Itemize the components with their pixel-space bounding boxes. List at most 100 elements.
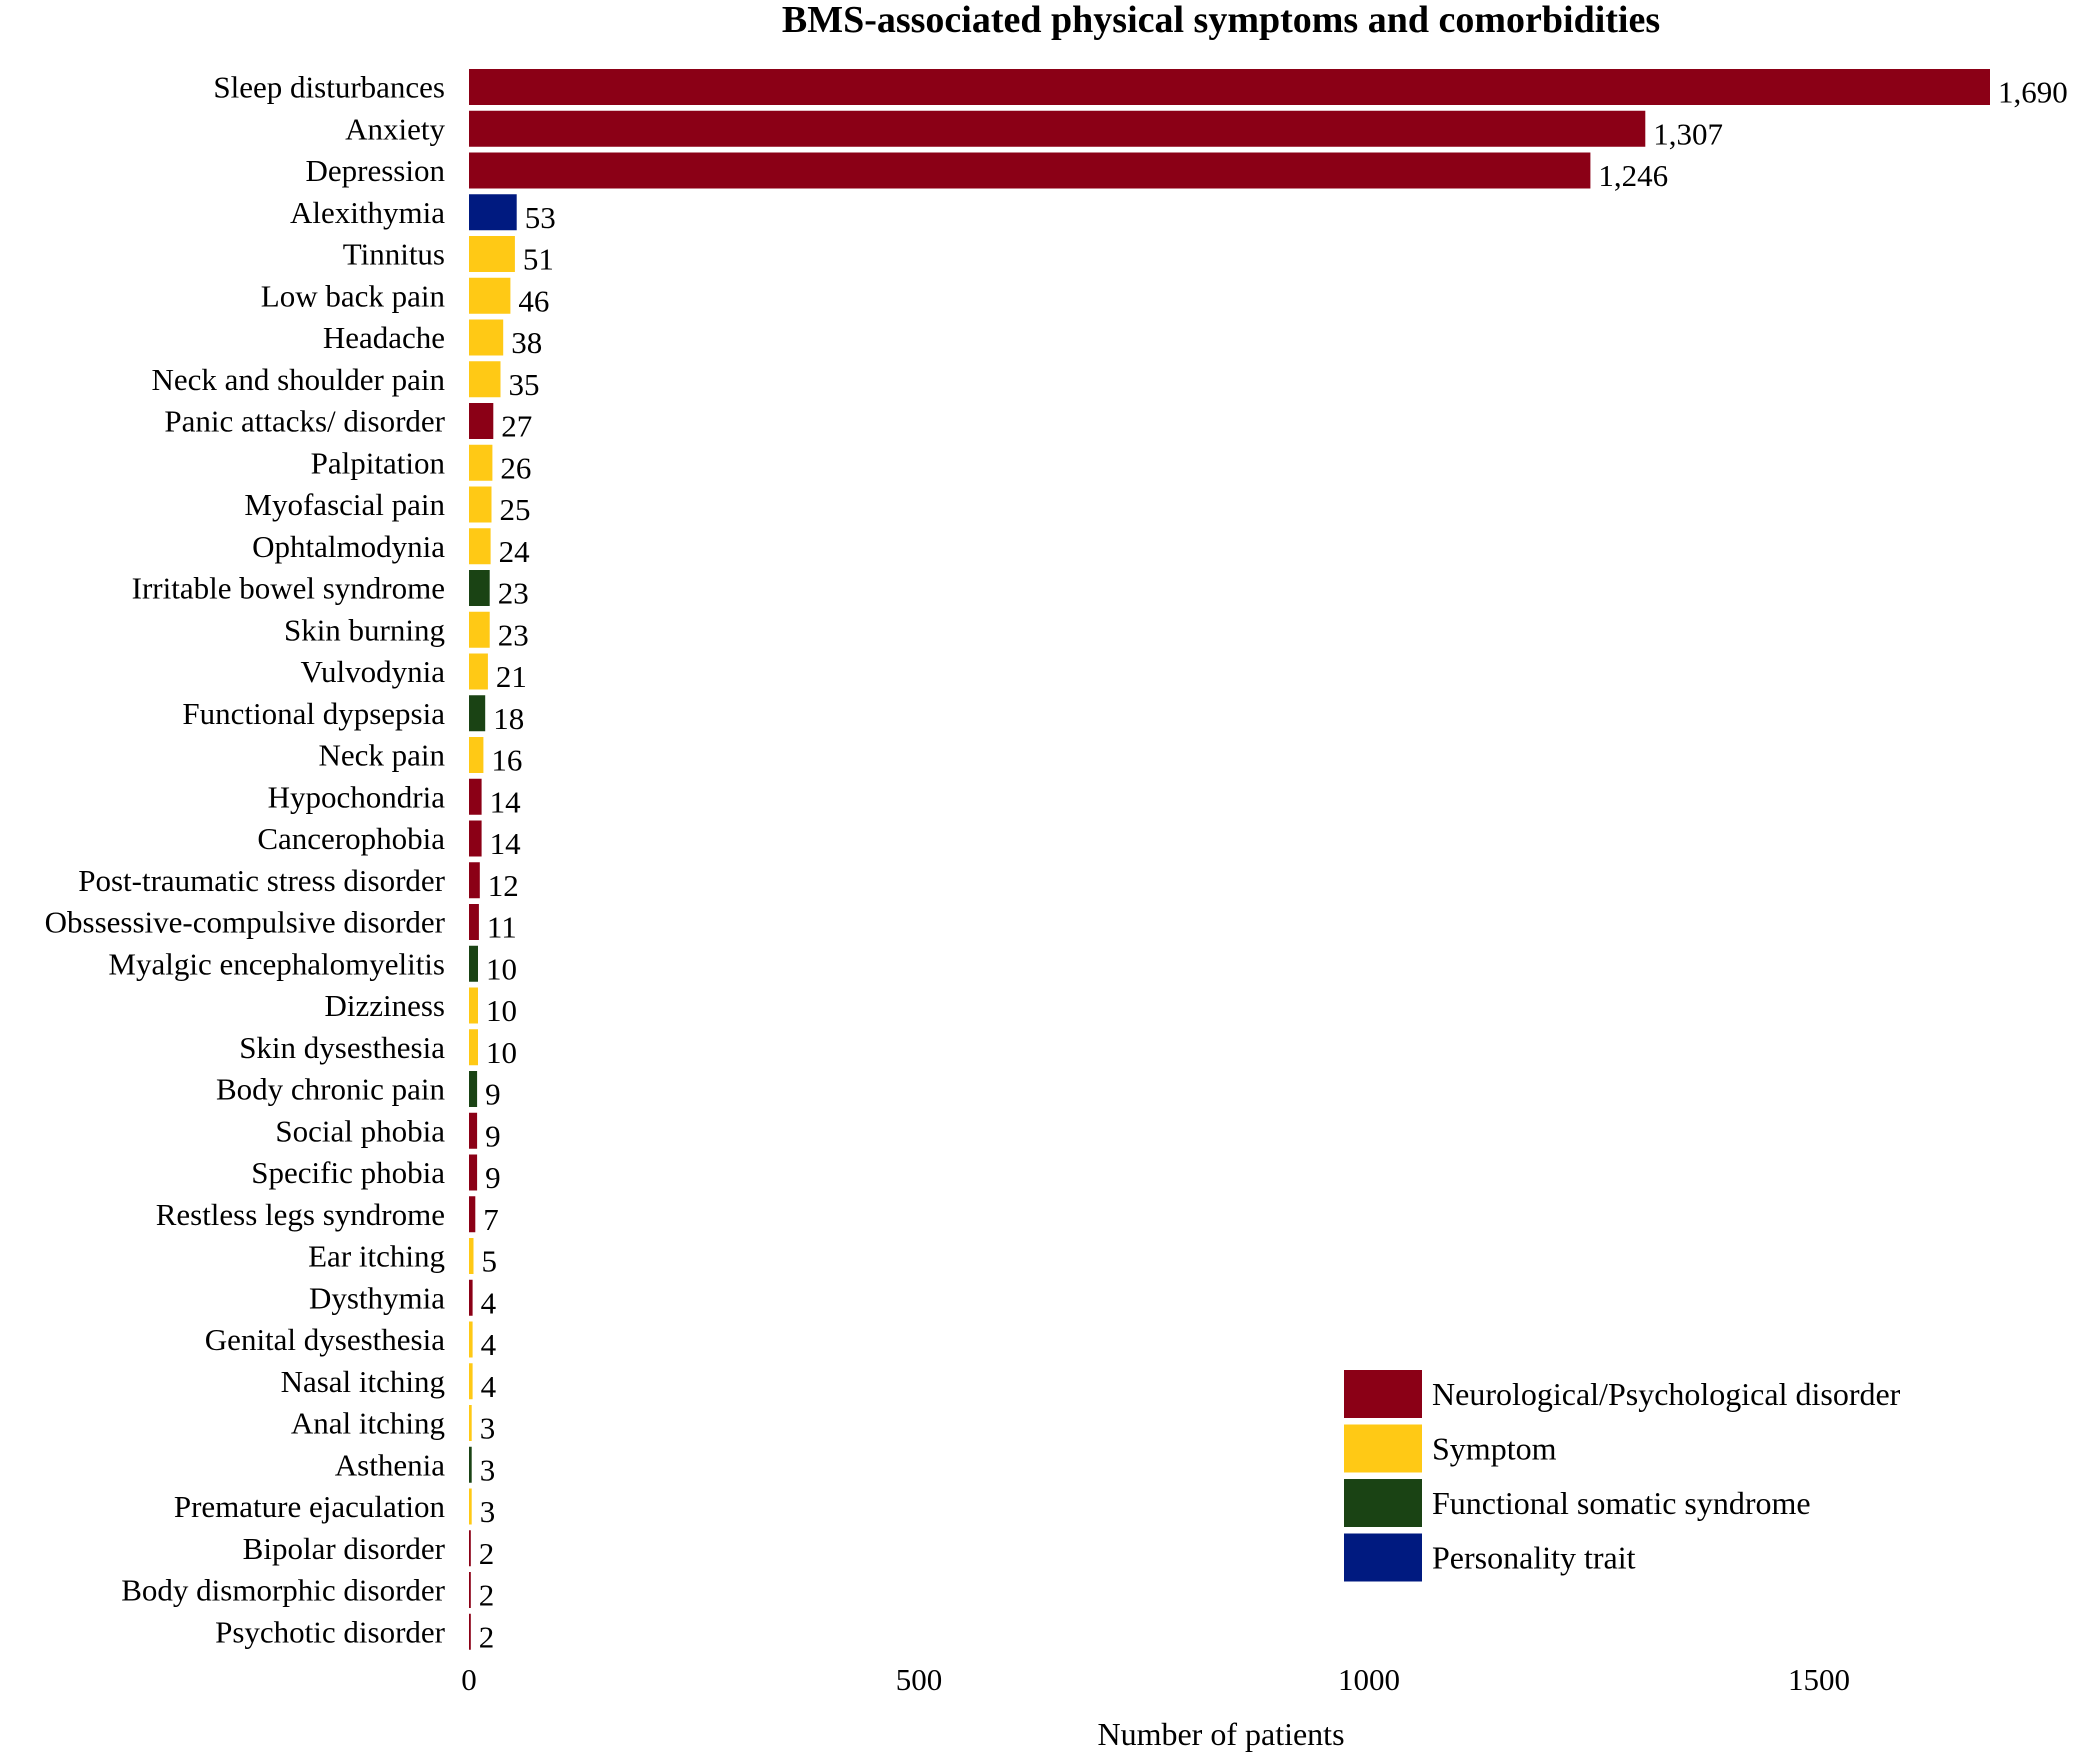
category-label: Genital dysesthesia	[205, 1322, 445, 1357]
bar	[469, 110, 1646, 147]
category-label: Body dismorphic disorder	[121, 1573, 445, 1608]
category-label: Sleep disturbances	[213, 70, 445, 105]
bar	[469, 361, 501, 398]
value-labels: 1,6901,3071,2465351463835272625242323211…	[479, 75, 2068, 1655]
category-label: Hypochondria	[268, 779, 446, 814]
category-label: Tinnitus	[343, 237, 445, 272]
legend-label: Personality trait	[1432, 1540, 1636, 1576]
category-label: Bipolar disorder	[243, 1531, 446, 1566]
category-label: Nasal itching	[281, 1364, 445, 1399]
bar	[469, 403, 494, 439]
x-tick-label: 1000	[1338, 1662, 1400, 1697]
value-label: 27	[501, 409, 532, 444]
value-label: 7	[483, 1202, 499, 1237]
value-label: 51	[523, 242, 554, 277]
category-label: Alexithymia	[290, 195, 445, 230]
value-label: 2	[479, 1619, 495, 1654]
value-label: 2	[479, 1578, 495, 1613]
category-label: Myalgic encephalomyelitis	[108, 946, 445, 981]
bar	[469, 778, 482, 815]
bar	[469, 653, 488, 690]
bar	[469, 945, 478, 982]
category-label: Skin dysesthesia	[239, 1030, 445, 1065]
category-label: Dizziness	[324, 988, 445, 1023]
value-label: 3	[480, 1411, 496, 1446]
bar	[469, 987, 478, 1024]
value-label: 1,307	[1653, 116, 1723, 151]
bar	[469, 695, 486, 732]
category-label: Neck pain	[318, 738, 445, 773]
bar	[469, 1488, 472, 1525]
legend-swatch	[1344, 1533, 1422, 1582]
value-label: 25	[500, 492, 531, 527]
bar	[469, 277, 511, 314]
value-label: 4	[481, 1369, 497, 1404]
x-tick-label: 0	[461, 1662, 477, 1697]
legend-label: Neurological/Psychological disorder	[1432, 1376, 1901, 1412]
legend-swatch	[1344, 1370, 1422, 1418]
value-label: 23	[498, 576, 529, 611]
bar	[469, 737, 484, 773]
value-label: 2	[479, 1536, 495, 1571]
value-label: 5	[482, 1244, 498, 1279]
bar	[469, 862, 480, 899]
x-axis-ticks: 0 500 1000 1500	[461, 1662, 1850, 1697]
value-label: 16	[491, 743, 522, 778]
bar	[469, 69, 1990, 105]
value-label: 4	[481, 1285, 497, 1320]
value-label: 53	[525, 200, 556, 235]
category-label: Panic attacks/ disorder	[164, 404, 445, 439]
category-label: Social phobia	[275, 1113, 445, 1148]
category-label: Skin burning	[284, 612, 445, 647]
category-label: Restless legs syndrome	[156, 1197, 445, 1232]
value-label: 3	[480, 1452, 496, 1487]
bar	[469, 1363, 473, 1400]
bar	[469, 319, 504, 356]
category-label: Psychotic disorder	[215, 1614, 446, 1649]
category-label: Anxiety	[345, 111, 445, 146]
bar	[469, 1112, 478, 1149]
category-label: Palpitation	[311, 445, 446, 480]
category-label: Ear itching	[308, 1239, 445, 1274]
value-label: 9	[485, 1077, 501, 1112]
bar	[469, 528, 491, 565]
value-label: 14	[490, 826, 521, 861]
value-label: 3	[480, 1494, 496, 1529]
bar	[469, 1279, 473, 1316]
bar	[469, 152, 1591, 189]
value-label: 38	[511, 325, 542, 360]
category-label: Neck and shoulder pain	[151, 362, 445, 397]
bar	[469, 820, 482, 857]
bar	[469, 1238, 474, 1274]
bar	[469, 1029, 478, 1066]
category-label: Anal itching	[291, 1406, 445, 1441]
bar	[469, 1572, 471, 1608]
value-label: 11	[487, 910, 517, 945]
value-label: 1,690	[1998, 75, 2068, 110]
category-label: Ophtalmodynia	[252, 529, 445, 564]
bar	[469, 194, 517, 231]
bar	[469, 236, 515, 272]
category-label: Vulvodynia	[300, 654, 445, 689]
bar	[469, 611, 490, 648]
category-label: Specific phobia	[251, 1155, 445, 1190]
value-label: 4	[481, 1327, 497, 1362]
category-label: Headache	[323, 320, 445, 355]
bar	[469, 904, 479, 940]
bar	[469, 486, 492, 523]
category-label: Post-traumatic stress disorder	[78, 863, 445, 898]
category-label: Asthenia	[335, 1447, 445, 1482]
bar	[469, 570, 490, 606]
bar	[469, 1446, 472, 1483]
value-label: 14	[490, 784, 521, 819]
value-label: 35	[509, 367, 540, 402]
category-label: Obssessive-compulsive disorder	[45, 905, 446, 940]
value-label: 21	[496, 659, 527, 694]
x-tick-label: 1500	[1788, 1662, 1850, 1697]
value-label: 10	[486, 993, 517, 1028]
bars	[469, 69, 1990, 1650]
bar	[469, 1405, 472, 1441]
category-label: Cancerophobia	[257, 821, 445, 856]
bar	[469, 1196, 476, 1233]
